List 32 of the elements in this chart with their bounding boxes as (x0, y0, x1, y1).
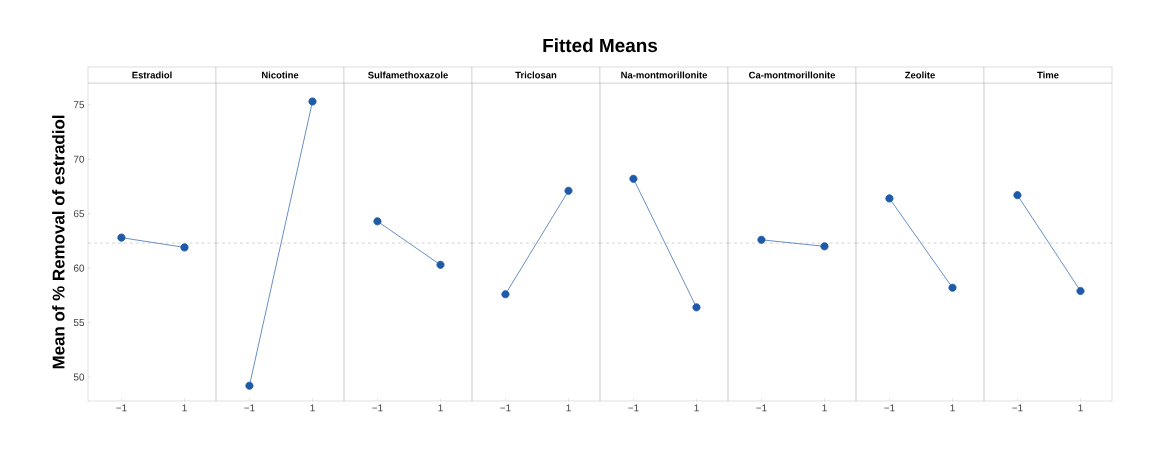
x-tick-label: 1 (950, 404, 955, 412)
x-tick-label: −1 (372, 404, 383, 412)
x-tick-label: −1 (884, 404, 895, 412)
x-tick-label: 1 (566, 404, 571, 412)
y-tick-label: 50 (73, 373, 85, 381)
chart-subtitle: Na-montmorillonite (621, 71, 708, 79)
chart-subtitle: Time (1037, 71, 1059, 79)
chart-subtitle: Sulfamethoxazole (368, 71, 448, 79)
x-tick-label: 1 (310, 404, 315, 412)
x-tick-label: −1 (756, 404, 767, 412)
chart-subtitle: Nicotine (261, 71, 299, 79)
y-tick-label: 70 (73, 155, 85, 163)
x-tick-label: −1 (244, 404, 255, 412)
y-tick-label: 60 (73, 264, 85, 272)
x-tick-label: 1 (822, 404, 827, 412)
text: Fitted Means (543, 38, 658, 53)
x-tick-label: −1 (1012, 404, 1023, 412)
y-tick-label: 65 (73, 210, 85, 218)
y-axis-title: Mean of % Removal of estradiol (52, 115, 65, 369)
chart-subtitle: Estradiol (132, 71, 172, 79)
x-tick-label: −1 (116, 404, 127, 412)
x-tick-label: −1 (628, 404, 639, 412)
y-tick-label: 75 (73, 101, 85, 109)
x-tick-label: −1 (500, 404, 511, 412)
x-tick-label: 1 (438, 404, 443, 412)
chart-subtitle: Triclosan (515, 71, 557, 79)
y-tick-label: 55 (73, 319, 85, 327)
x-tick-label: 1 (1078, 404, 1083, 412)
chart-subtitle: Zeolite (905, 71, 935, 79)
x-tick-label: 1 (182, 404, 187, 412)
chart-subtitle: Ca-montmorillonite (749, 71, 836, 79)
x-tick-label: 1 (694, 404, 699, 412)
